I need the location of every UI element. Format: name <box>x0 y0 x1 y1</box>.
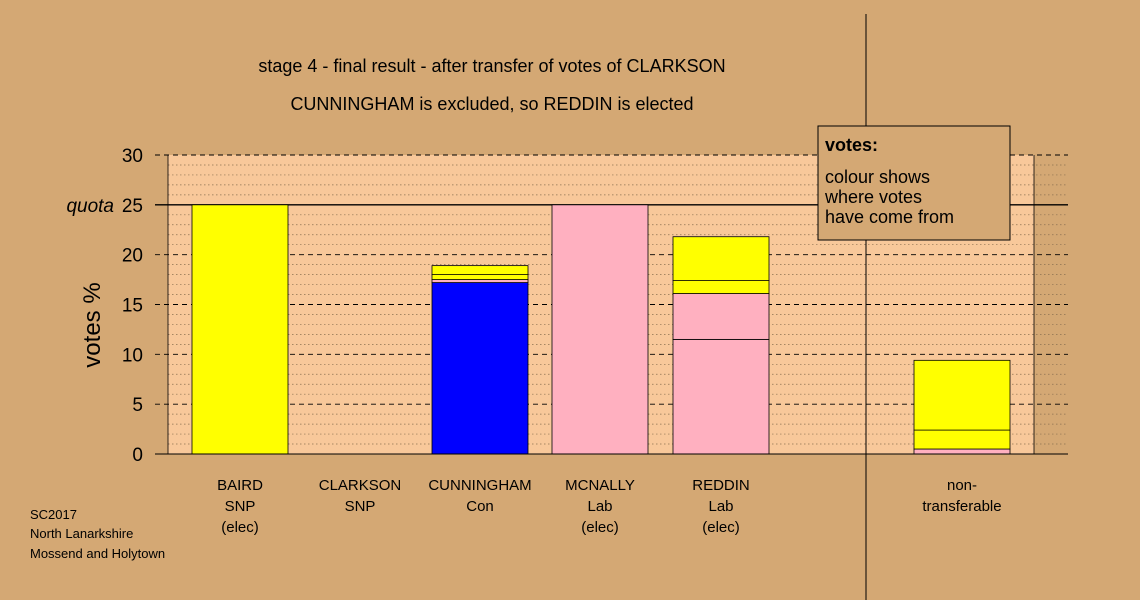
bar-segment <box>913 448 1011 455</box>
legend-title: votes: <box>825 135 878 155</box>
y-axis-label: votes % <box>79 282 106 367</box>
x-tick-label: CUNNINGHAM <box>428 477 531 494</box>
bar-segment <box>672 236 770 281</box>
bars <box>191 204 1011 455</box>
bar-segment <box>551 204 649 455</box>
bar-segment <box>672 280 770 294</box>
y-axis: 0 5 10 15 20 25 30 quota <box>66 146 143 466</box>
bar-segment <box>431 265 529 276</box>
x-tick-label: non- <box>947 477 977 494</box>
bar-segment <box>431 274 529 280</box>
footer-line-3: Mossend and Holytown <box>30 546 165 561</box>
legend-box <box>817 125 1011 241</box>
x-tick-label: (elec) <box>221 519 259 536</box>
x-tick-label: MCNALLY <box>565 477 635 494</box>
x-tick-label: Lab <box>708 498 733 515</box>
legend: votes: colour shows where votes have com… <box>817 125 1011 241</box>
footer-line-2: North Lanarkshire <box>30 526 133 541</box>
x-tick-label: REDDIN <box>692 477 750 494</box>
y-tick-label: 10 <box>122 345 143 366</box>
y-tick-label: 25 <box>122 196 143 217</box>
y-tick-label: 0 <box>132 445 143 466</box>
x-tick-label: CLARKSON <box>319 477 402 494</box>
chart-subtitle: CUNNINGHAM is excluded, so REDDIN is ele… <box>290 94 693 114</box>
x-axis-labels: BAIRD SNP (elec) CLARKSON SNP CUNNINGHAM Con MC… <box>217 477 1002 536</box>
bar-segment <box>431 279 529 283</box>
bar-segment <box>672 293 770 340</box>
bar-segment <box>913 429 1011 450</box>
legend-line-1: colour shows <box>825 167 930 187</box>
bar-segment <box>913 359 1011 431</box>
x-tick-label: SNP <box>225 498 256 515</box>
bar-segment <box>431 282 529 455</box>
x-tick-label: BAIRD <box>217 477 263 494</box>
quota-label: quota <box>66 196 114 217</box>
x-tick-label: (elec) <box>702 519 740 536</box>
legend-line-2: where votes <box>824 187 922 207</box>
footer-line-1: SC2017 <box>30 507 77 522</box>
x-tick-label: transferable <box>922 498 1001 515</box>
bar-segment <box>672 338 770 455</box>
y-tick-label: 20 <box>122 246 143 267</box>
bar-segment <box>191 204 289 455</box>
y-tick-label: 15 <box>122 296 143 317</box>
y-tick-label: 5 <box>132 395 143 416</box>
footer: SC2017 North Lanarkshire Mossend and Hol… <box>30 507 165 561</box>
legend-line-3: have come from <box>825 207 954 227</box>
x-tick-label: Lab <box>587 498 612 515</box>
x-tick-label: SNP <box>345 498 376 515</box>
x-tick-label: Con <box>466 498 494 515</box>
y-tick-label: 30 <box>122 146 143 167</box>
chart-title: stage 4 - final result - after transfer … <box>258 56 725 76</box>
x-tick-label: (elec) <box>581 519 619 536</box>
